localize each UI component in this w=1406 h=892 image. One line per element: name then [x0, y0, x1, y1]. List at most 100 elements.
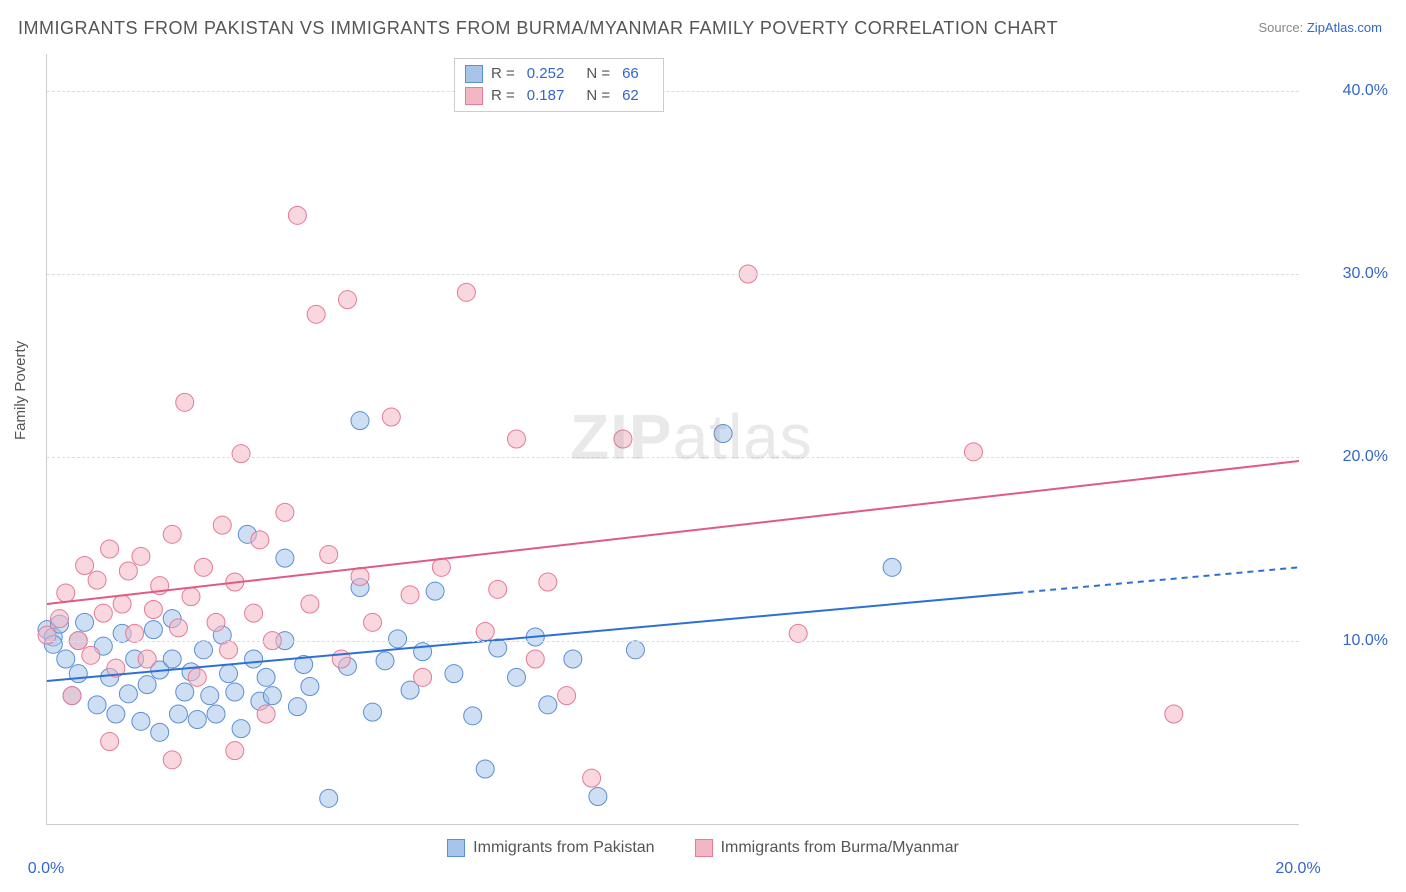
data-point [245, 604, 263, 622]
correlation-legend: R = 0.252 N = 66R =0.187N =62 [454, 58, 664, 112]
data-point [163, 751, 181, 769]
data-point [320, 546, 338, 564]
data-point [364, 613, 382, 631]
data-point [126, 624, 144, 642]
data-point [1165, 705, 1183, 723]
data-point [76, 613, 94, 631]
data-point [307, 305, 325, 323]
data-point [558, 687, 576, 705]
data-point [132, 547, 150, 565]
trend-line [47, 461, 1299, 604]
data-point [201, 687, 219, 705]
data-point [101, 733, 119, 751]
data-point [220, 665, 238, 683]
y-axis-label: Family Poverty [12, 341, 29, 440]
data-point [263, 687, 281, 705]
data-point [220, 641, 238, 659]
legend-item: Immigrants from Burma/Myanmar [695, 839, 959, 857]
r-value: 0.252 [527, 63, 565, 85]
data-point [457, 283, 475, 301]
y-tick-label: 10.0% [1343, 632, 1388, 650]
data-point [57, 650, 75, 668]
data-point [414, 668, 432, 686]
data-point [107, 705, 125, 723]
data-point [226, 742, 244, 760]
chart-plot-area [46, 54, 1299, 825]
data-point [251, 531, 269, 549]
data-point [288, 698, 306, 716]
data-point [476, 760, 494, 778]
data-point [276, 549, 294, 567]
data-point [257, 705, 275, 723]
data-point [257, 668, 275, 686]
data-point [789, 624, 807, 642]
data-point [88, 696, 106, 714]
y-tick-label: 30.0% [1343, 265, 1388, 283]
grid-line [47, 641, 1299, 642]
data-point [564, 650, 582, 668]
data-point [489, 639, 507, 657]
data-point [169, 705, 187, 723]
x-tick-label: 20.0% [1275, 860, 1320, 878]
data-point [76, 557, 94, 575]
data-point [82, 646, 100, 664]
data-point [589, 788, 607, 806]
data-point [489, 580, 507, 598]
n-label: N = [586, 63, 610, 85]
data-point [539, 696, 557, 714]
data-point [119, 685, 137, 703]
data-point [182, 588, 200, 606]
data-point [176, 683, 194, 701]
data-point [132, 712, 150, 730]
legend-item: Immigrants from Pakistan [447, 839, 654, 857]
data-point [151, 723, 169, 741]
y-tick-label: 40.0% [1343, 82, 1388, 100]
r-label: R = [491, 63, 515, 85]
y-tick-label: 20.0% [1343, 448, 1388, 466]
data-point [138, 676, 156, 694]
data-point [176, 393, 194, 411]
data-point [144, 621, 162, 639]
data-point [338, 291, 356, 309]
legend-swatch [695, 839, 713, 857]
data-point [169, 619, 187, 637]
data-point [51, 610, 69, 628]
legend-swatch [447, 839, 465, 857]
data-point [144, 601, 162, 619]
data-point [113, 595, 131, 613]
trend-line-dashed [1017, 567, 1299, 593]
data-point [364, 703, 382, 721]
source-link[interactable]: ZipAtlas.com [1307, 20, 1382, 35]
data-point [401, 586, 419, 604]
data-point [94, 604, 112, 622]
data-point [232, 445, 250, 463]
legend-row: R = 0.252 N = 66 [465, 63, 653, 85]
data-point [614, 430, 632, 448]
scatter-plot-svg [47, 54, 1299, 824]
n-value: 66 [622, 63, 639, 85]
data-point [583, 769, 601, 787]
data-point [351, 412, 369, 430]
data-point [188, 668, 206, 686]
data-point [382, 408, 400, 426]
source-credit: Source: ZipAtlas.com [1258, 20, 1382, 35]
r-value: 0.187 [527, 85, 565, 107]
grid-line [47, 91, 1299, 92]
legend-swatch [465, 87, 483, 105]
data-point [57, 584, 75, 602]
legend-label: Immigrants from Pakistan [473, 839, 654, 857]
data-point [508, 430, 526, 448]
data-point [88, 571, 106, 589]
legend-row: R =0.187N =62 [465, 85, 653, 107]
data-point [351, 568, 369, 586]
data-point [301, 678, 319, 696]
data-point [376, 652, 394, 670]
x-tick-label: 0.0% [28, 860, 64, 878]
data-point [69, 665, 87, 683]
data-point [476, 623, 494, 641]
data-point [232, 720, 250, 738]
data-point [163, 525, 181, 543]
grid-line [47, 274, 1299, 275]
data-point [195, 641, 213, 659]
data-point [213, 516, 231, 534]
